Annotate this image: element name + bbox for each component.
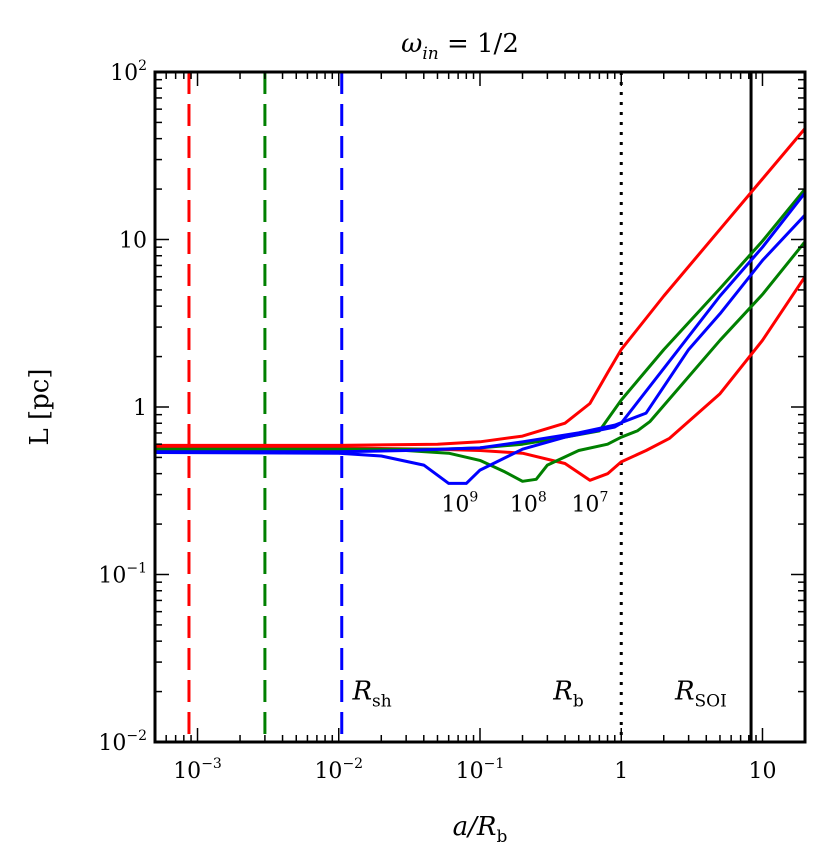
label-rsh-main: R — [351, 677, 372, 707]
y-tick-label-base: 10 — [98, 731, 126, 756]
mass-label-1e7: 107 — [571, 490, 608, 518]
series-green-lower — [155, 240, 805, 483]
x-tick-label-base: 10 — [456, 759, 484, 784]
x-tick-label: 10−1 — [456, 756, 505, 784]
x-tick-label-base: 1 — [614, 759, 628, 784]
label-rsoi-sub: SOI — [695, 692, 727, 712]
mass-label-1e9-exp: 9 — [469, 490, 478, 506]
x-tick-label: 10−3 — [173, 756, 222, 784]
mass-label-1e7-exp: 7 — [599, 490, 608, 506]
y-tick-label-base: 10 — [110, 61, 138, 86]
label-rb-main: R — [552, 677, 573, 707]
series-red-upper — [155, 127, 805, 447]
y-tick-label-base: 1 — [133, 396, 147, 421]
title-rest: = 1/2 — [439, 29, 519, 59]
series-blue-upper — [155, 213, 805, 454]
xlabel-sub: b — [496, 827, 507, 847]
label-rsh: Rsh — [351, 677, 391, 712]
chart-title: ωin = 1/2 — [401, 29, 519, 64]
y-tick-label: 10−2 — [98, 728, 147, 756]
x-tick-label-base: 10 — [314, 759, 342, 784]
label-rsoi-main: R — [674, 677, 695, 707]
y-axis-title: L [pc] — [25, 368, 55, 445]
mass-label-1e7-base: 10 — [571, 493, 599, 518]
mass-label-1e9: 109 — [441, 490, 478, 518]
mass-label-1e9-base: 10 — [441, 493, 469, 518]
title-sub: in — [422, 44, 438, 64]
y-tick-label-base: 10 — [119, 229, 147, 254]
x-tick-label-exp: −3 — [201, 756, 222, 772]
x-tick-label-base: 10 — [173, 759, 201, 784]
x-tick-label-exp: −2 — [342, 756, 363, 772]
label-rb: Rb — [552, 677, 584, 712]
x-tick-label: 10 — [748, 759, 776, 784]
series-blue-lower — [155, 191, 805, 485]
series-green-upper — [155, 188, 805, 451]
x-axis-title: a/Rb — [453, 812, 508, 847]
ylabel: L [pc] — [25, 368, 55, 445]
x-tick-label: 10−2 — [314, 756, 363, 784]
plot-frame — [153, 70, 807, 744]
svg-text:ωin = 1/2: ωin = 1/2 — [401, 29, 519, 64]
mass-label-1e8: 108 — [510, 490, 547, 518]
y-tick-label-exp: −2 — [126, 728, 147, 744]
y-tick-label-base: 10 — [98, 564, 126, 589]
plot-area — [155, 72, 805, 742]
y-tick-label: 102 — [110, 58, 147, 86]
x-tick-label-base: 10 — [748, 759, 776, 784]
y-tick-label: 10 — [119, 229, 147, 254]
y-tick-label: 10−1 — [98, 561, 147, 589]
label-rsh-sub: sh — [372, 692, 392, 712]
svg-text:a/Rb: a/Rb — [453, 812, 508, 847]
label-rsoi: RSOI — [674, 677, 727, 712]
mass-label-1e8-base: 10 — [510, 493, 538, 518]
y-tick-label-exp: −1 — [126, 561, 147, 577]
label-rb-sub: b — [573, 692, 584, 712]
x-tick-label: 1 — [614, 759, 628, 784]
title-main: ω — [401, 29, 422, 59]
x-tick-label-exp: −1 — [484, 756, 505, 772]
xlabel-main: a/R — [453, 812, 497, 842]
y-tick-label: 1 — [133, 396, 147, 421]
mass-label-1e8-exp: 8 — [538, 490, 547, 506]
y-tick-label-exp: 2 — [138, 58, 147, 74]
